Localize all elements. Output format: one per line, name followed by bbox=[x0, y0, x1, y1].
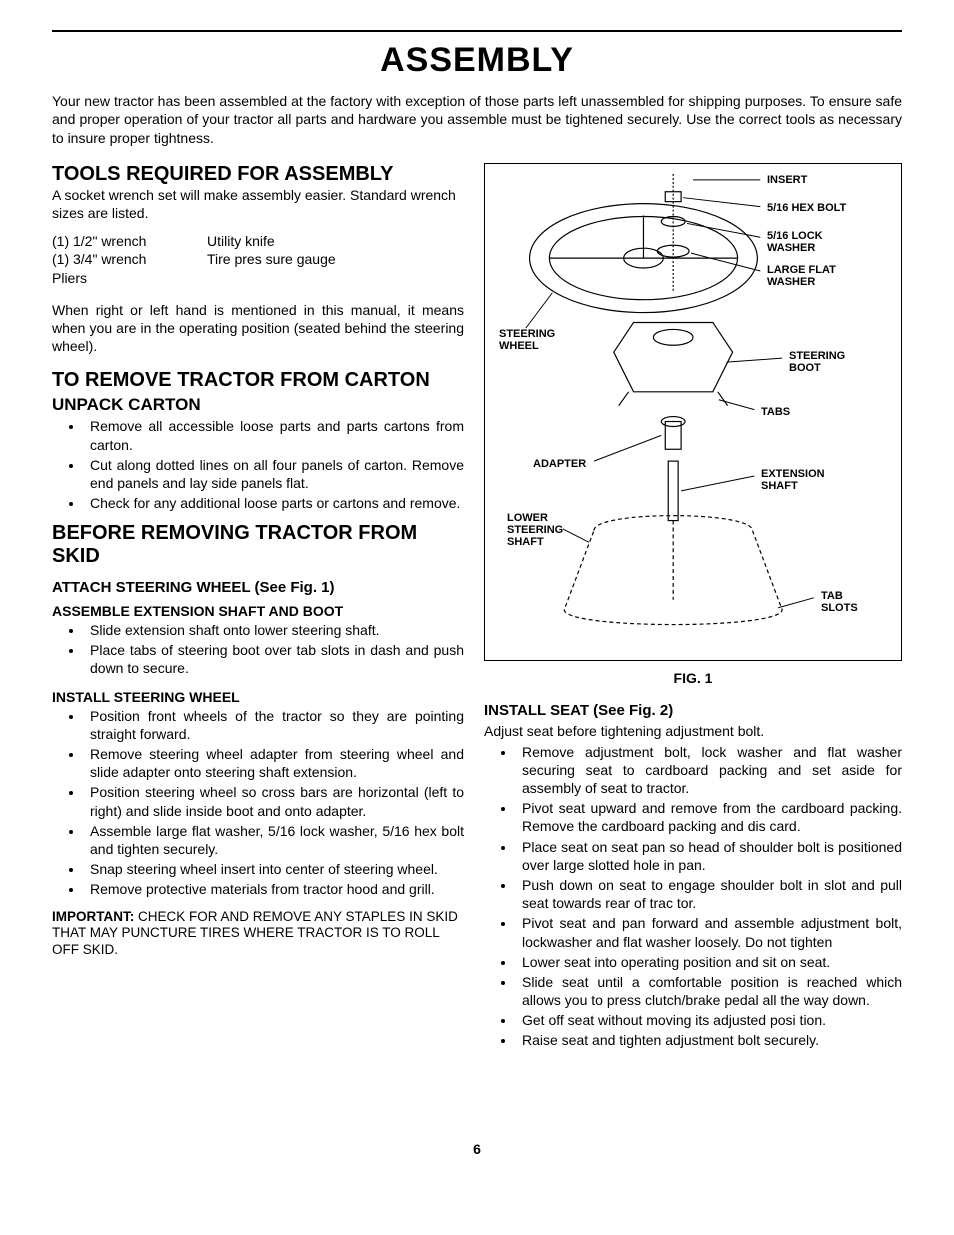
list-item: Snap steering wheel insert into center o… bbox=[84, 860, 464, 878]
intro-paragraph: Your new tractor has been assembled at t… bbox=[52, 92, 902, 147]
list-item: Cut along dotted lines on all four panel… bbox=[84, 456, 464, 492]
list-item: Place tabs of steering boot over tab slo… bbox=[84, 641, 464, 677]
list-item: Remove steering wheel adapter from steer… bbox=[84, 745, 464, 781]
fig-label-extshaft: EXTENSION SHAFT bbox=[761, 468, 825, 492]
fig-label-lowershaft: LOWER STEERING SHAFT bbox=[507, 512, 563, 548]
top-rule bbox=[52, 30, 902, 32]
install-wheel-heading: INSTALL STEERING WHEEL bbox=[52, 688, 464, 706]
assemble-heading: ASSEMBLE EXTENSION SHAFT AND BOOT bbox=[52, 602, 464, 620]
two-column-layout: TOOLS REQUIRED FOR ASSEMBLY A socket wre… bbox=[52, 161, 902, 1060]
fig-label-steeringwheel: STEERING WHEEL bbox=[499, 328, 555, 352]
hand-note: When right or left hand is mentioned in … bbox=[52, 301, 464, 356]
fig-label-adapter: ADAPTER bbox=[533, 458, 586, 470]
fig-label-tabslots: TAB SLOTS bbox=[821, 590, 858, 614]
right-column: INSERT 5/16 HEX BOLT 5/16 LOCK WASHER LA… bbox=[484, 161, 902, 1060]
list-item: Remove all accessible loose parts and pa… bbox=[84, 417, 464, 453]
list-item: Position front wheels of the tractor so … bbox=[84, 707, 464, 743]
fig-label-steeringboot: STEERING BOOT bbox=[789, 350, 845, 374]
list-item: Check for any additional loose parts or … bbox=[84, 494, 464, 512]
tool-row: Pliers bbox=[52, 269, 464, 287]
tool-left: Pliers bbox=[52, 269, 207, 287]
page-title: ASSEMBLY bbox=[52, 38, 902, 82]
important-label: IMPORTANT: bbox=[52, 909, 134, 924]
list-item: Assemble large flat washer, 5/16 lock wa… bbox=[84, 822, 464, 858]
fig-label-hexbolt: 5/16 HEX BOLT bbox=[767, 202, 846, 214]
fig-label-lockwasher: 5/16 LOCK WASHER bbox=[767, 230, 823, 254]
figure-1-caption: FIG. 1 bbox=[484, 669, 902, 687]
tool-right: Tire pres sure gauge bbox=[207, 250, 336, 268]
list-item: Position steering wheel so cross bars ar… bbox=[84, 783, 464, 819]
list-item: Slide seat until a comfortable position … bbox=[516, 973, 902, 1009]
list-item: Pivot seat upward and remove from the ca… bbox=[516, 799, 902, 835]
assemble-list: Slide extension shaft onto lower steerin… bbox=[52, 621, 464, 678]
figure-1: INSERT 5/16 HEX BOLT 5/16 LOCK WASHER LA… bbox=[484, 163, 902, 661]
before-heading: BEFORE REMOVING TRACTOR FROM SKID bbox=[52, 522, 464, 568]
tool-right: Utility knife bbox=[207, 232, 275, 250]
attach-heading: ATTACH STEERING WHEEL (See Fig. 1) bbox=[52, 578, 464, 598]
fig-label-tabs: TABS bbox=[761, 406, 790, 418]
install-wheel-list: Position front wheels of the tractor so … bbox=[52, 707, 464, 899]
tool-row: (1) 1/2" wrench Utility knife bbox=[52, 232, 464, 250]
figure-1-svg bbox=[485, 164, 901, 657]
list-item: Place seat on seat pan so head of should… bbox=[516, 838, 902, 874]
list-item: Lower seat into operating position and s… bbox=[516, 953, 902, 971]
tools-sub: A socket wrench set will make assembly e… bbox=[52, 186, 464, 222]
list-item: Pivot seat and pan forward and assemble … bbox=[516, 914, 902, 950]
tool-left: (1) 3/4" wrench bbox=[52, 250, 207, 268]
install-seat-heading: INSTALL SEAT (See Fig. 2) bbox=[484, 701, 902, 721]
fig-label-flatwasher: LARGE FLAT WASHER bbox=[767, 264, 836, 288]
list-item: Remove protective materials from tractor… bbox=[84, 880, 464, 898]
list-item: Get off seat without moving its adjusted… bbox=[516, 1011, 902, 1029]
fig-label-insert: INSERT bbox=[767, 174, 807, 186]
page-number: 6 bbox=[52, 1140, 902, 1158]
list-item: Raise seat and tighten adjustment bolt s… bbox=[516, 1031, 902, 1049]
tool-left: (1) 1/2" wrench bbox=[52, 232, 207, 250]
list-item: Push down on seat to engage shoulder bol… bbox=[516, 876, 902, 912]
tools-heading: TOOLS REQUIRED FOR ASSEMBLY bbox=[52, 163, 464, 186]
important-note: IMPORTANT: CHECK FOR AND REMOVE ANY STAP… bbox=[52, 909, 464, 960]
list-item: Slide extension shaft onto lower steerin… bbox=[84, 621, 464, 639]
left-column: TOOLS REQUIRED FOR ASSEMBLY A socket wre… bbox=[52, 161, 464, 1060]
install-seat-sub: Adjust seat before tightening adjustment… bbox=[484, 722, 902, 740]
unpack-heading: UNPACK CARTON bbox=[52, 394, 464, 416]
unpack-list: Remove all accessible loose parts and pa… bbox=[52, 417, 464, 512]
tool-row: (1) 3/4" wrench Tire pres sure gauge bbox=[52, 250, 464, 268]
list-item: Remove adjustment bolt, lock washer and … bbox=[516, 743, 902, 798]
remove-heading: TO REMOVE TRACTOR FROM CARTON bbox=[52, 369, 464, 392]
install-seat-list: Remove adjustment bolt, lock washer and … bbox=[484, 743, 902, 1050]
